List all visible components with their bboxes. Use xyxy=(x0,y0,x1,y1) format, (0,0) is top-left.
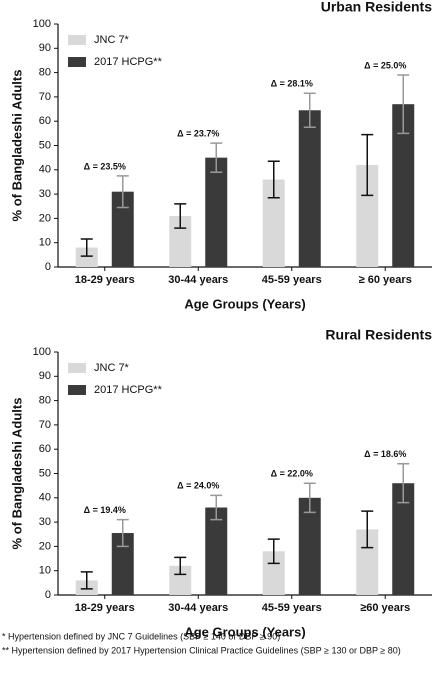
error-bar xyxy=(267,538,280,565)
annotation: Δ = 25.0% xyxy=(364,60,406,70)
y-tick-label: 50 xyxy=(39,139,51,151)
legend-swatch xyxy=(68,385,86,395)
annotation: Δ = 23.5% xyxy=(84,161,126,171)
error-bar xyxy=(174,556,187,576)
legend-swatch xyxy=(68,363,86,373)
footnote: * Hypertension defined by JNC 7 Guidelin… xyxy=(2,631,280,641)
x-tick-label: 45-59 years xyxy=(262,602,322,614)
annotation: Δ = 28.1% xyxy=(271,79,313,89)
y-tick-label: 90 xyxy=(39,370,51,382)
error-bar xyxy=(80,238,93,257)
y-axis-label: % of Bangladeshi Adults xyxy=(9,70,24,222)
error-bar xyxy=(174,203,187,229)
bar xyxy=(75,247,98,267)
annotation: Δ = 23.7% xyxy=(177,128,219,138)
y-tick-label: 10 xyxy=(39,237,51,249)
error-bar xyxy=(397,74,410,135)
error-bar xyxy=(397,463,410,504)
y-tick-label: 70 xyxy=(39,419,51,431)
legend-label: JNC 7* xyxy=(94,34,130,46)
error-bar xyxy=(361,133,374,197)
bar xyxy=(356,529,379,595)
legend-label: 2017 HCPG** xyxy=(94,56,163,68)
x-tick-label: 45-59 years xyxy=(262,274,322,286)
x-tick-label: 30-44 years xyxy=(168,274,228,286)
y-tick-label: 70 xyxy=(39,91,51,103)
error-bar xyxy=(116,175,129,209)
bar xyxy=(298,110,321,267)
x-axis-label: Age Groups (Years) xyxy=(184,624,305,639)
y-tick-label: 20 xyxy=(39,540,51,552)
y-tick-label: 100 xyxy=(33,346,51,358)
legend-label: 2017 HCPG** xyxy=(94,384,163,396)
y-tick-label: 50 xyxy=(39,467,51,479)
error-bar xyxy=(116,518,129,548)
x-tick-label: 30-44 years xyxy=(168,602,228,614)
x-tick-label: 18-29 years xyxy=(75,602,135,614)
x-axis-label: Age Groups (Years) xyxy=(184,296,305,311)
error-bar xyxy=(210,494,223,521)
annotation: Δ = 19.4% xyxy=(84,505,126,515)
y-tick-label: 30 xyxy=(39,188,51,200)
legend-label: JNC 7* xyxy=(94,362,130,374)
x-tick-label: ≥ 60 years xyxy=(359,274,412,286)
bar xyxy=(262,179,285,267)
bar xyxy=(262,551,285,595)
legend-swatch xyxy=(68,35,86,45)
y-tick-label: 0 xyxy=(45,589,51,601)
footnote: ** Hypertension defined by 2017 Hyperten… xyxy=(2,645,401,655)
chart-title: Urban Residents xyxy=(321,0,432,15)
y-tick-label: 40 xyxy=(39,164,51,176)
y-tick-label: 30 xyxy=(39,516,51,528)
annotation: Δ = 18.6% xyxy=(364,449,406,459)
error-bar xyxy=(267,160,280,199)
y-tick-label: 100 xyxy=(33,18,51,30)
error-bar xyxy=(210,142,223,173)
error-bar xyxy=(80,571,93,590)
x-tick-label: 18-29 years xyxy=(75,274,135,286)
bar xyxy=(298,497,321,595)
y-tick-label: 10 xyxy=(39,565,51,577)
bar xyxy=(111,191,134,267)
bar xyxy=(205,507,228,595)
bar xyxy=(392,104,415,267)
y-tick-label: 80 xyxy=(39,67,51,79)
y-tick-label: 40 xyxy=(39,492,51,504)
annotation: Δ = 24.0% xyxy=(177,481,219,491)
error-bar xyxy=(303,92,316,129)
y-tick-label: 90 xyxy=(39,42,51,54)
x-tick-label: ≥60 years xyxy=(360,602,410,614)
bar xyxy=(111,533,134,595)
bar xyxy=(356,164,379,267)
error-bar xyxy=(361,510,374,549)
y-tick-label: 20 xyxy=(39,212,51,224)
y-axis-label: % of Bangladeshi Adults xyxy=(9,398,24,550)
y-tick-label: 80 xyxy=(39,395,51,407)
bar xyxy=(392,483,415,595)
legend-swatch xyxy=(68,57,86,67)
y-tick-label: 60 xyxy=(39,115,51,127)
y-tick-label: 60 xyxy=(39,443,51,455)
chart-title: Rural Residents xyxy=(325,327,432,343)
y-tick-label: 0 xyxy=(45,261,51,273)
annotation: Δ = 22.0% xyxy=(271,469,313,479)
error-bar xyxy=(303,482,316,514)
bar xyxy=(205,157,228,267)
bar xyxy=(169,565,192,595)
